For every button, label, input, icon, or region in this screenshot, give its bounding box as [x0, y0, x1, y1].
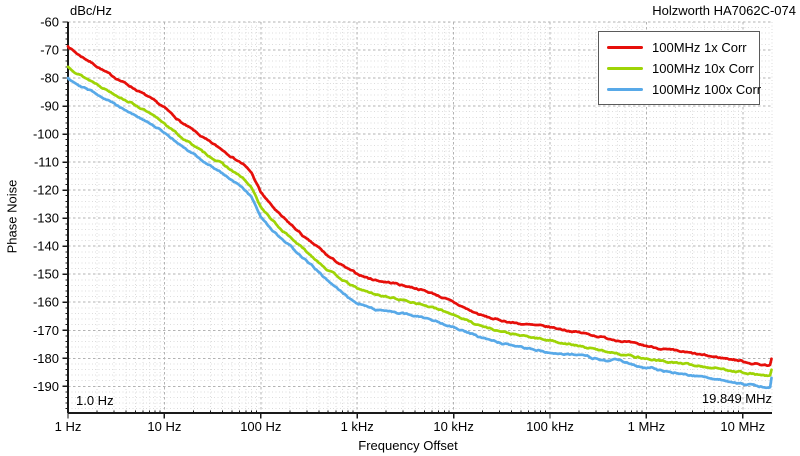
x-tick-label: 1 kHz: [341, 419, 374, 434]
plot-series: [66, 45, 773, 390]
x-tick-label: 10 MHz: [720, 419, 765, 434]
y-tick-label: -170: [33, 323, 59, 338]
y-tick-label: -60: [40, 15, 59, 30]
y-tick-label: -180: [33, 351, 59, 366]
legend-item[interactable]: 100MHz 100x Corr: [607, 79, 761, 99]
legend-swatch: [607, 66, 643, 70]
x-tick-label: 10 kHz: [433, 419, 473, 434]
x-tick-label: 100 kHz: [526, 419, 574, 434]
y-tick-label: -90: [40, 99, 59, 114]
y-tick-label: -160: [33, 295, 59, 310]
plot-axes: [62, 21, 772, 419]
y-tick-label: -140: [33, 239, 59, 254]
series-path-100mhz-10x-corr: [66, 65, 773, 378]
x-tick-label: 10 Hz: [147, 419, 181, 434]
y-tick-label: -150: [33, 267, 59, 282]
series-path-100mhz-1x-corr: [66, 45, 773, 368]
chart-title: Holzworth HA7062C-074: [652, 3, 796, 18]
y-tick-label: -100: [33, 127, 59, 142]
y-tick-label: -190: [33, 379, 59, 394]
y-unit-label: dBc/Hz: [70, 3, 112, 18]
x-tick-label: 100 Hz: [240, 419, 281, 434]
legend-item-label: 100MHz 10x Corr: [652, 60, 754, 76]
legend-item-label: 100MHz 100x Corr: [652, 81, 762, 97]
start-frequency-annotation: 1.0 Hz: [76, 393, 114, 408]
legend-item[interactable]: 100MHz 10x Corr: [607, 58, 754, 78]
y-tick-label: -120: [33, 183, 59, 198]
legend-swatch: [607, 45, 643, 49]
y-axis-title: Phase Noise: [4, 179, 20, 254]
x-tick-label: 1 Hz: [55, 419, 82, 434]
y-tick-label: -80: [40, 71, 59, 86]
x-tick-label: 1 MHz: [628, 419, 666, 434]
legend-item-label: 100MHz 1x Corr: [652, 39, 747, 55]
series-path-100mhz-100x-corr: [66, 76, 773, 390]
x-axis-title: Frequency Offset: [358, 438, 458, 453]
stop-frequency-annotation: 19.849 MHz: [701, 391, 772, 406]
legend-swatch: [607, 87, 643, 91]
plot-tick-labels: -60 -70 -80 -90 -100 -110 -120 -130 -140 -150 -160…: [33, 15, 765, 435]
y-tick-label: -70: [40, 43, 59, 58]
legend: 100MHz 1x Corr 100MHz 10x Corr 100MHz 100x…: [598, 31, 761, 105]
y-tick-label: -130: [33, 211, 59, 226]
y-tick-label: -110: [34, 155, 59, 170]
legend-item[interactable]: 100MHz 1x Corr: [607, 37, 753, 57]
